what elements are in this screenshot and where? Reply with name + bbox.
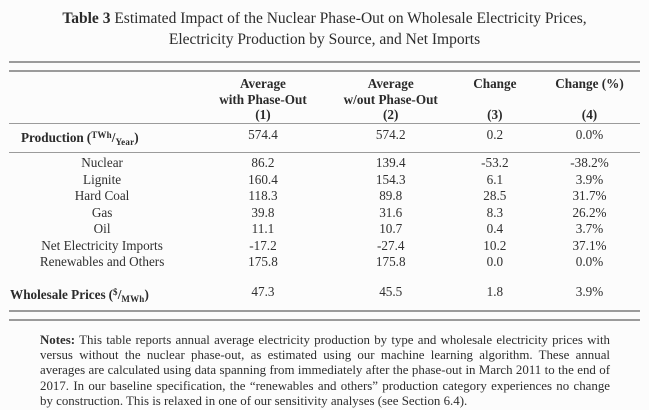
- header-col1-line1: Average: [240, 76, 286, 91]
- header-col1: Average with Phase-Out (1): [195, 72, 331, 123]
- cell: -17.2: [249, 237, 277, 253]
- cell: 37.1%: [572, 237, 607, 253]
- cell: 574.2: [375, 126, 406, 142]
- title-text-line1: Estimated Impact of the Nuclear Phase-Ou…: [114, 10, 587, 27]
- header-col2-num: (2): [383, 107, 399, 122]
- cell: 26.2%: [572, 204, 607, 220]
- cell: 574.4: [248, 126, 278, 142]
- header-col1-line2: with Phase-Out: [219, 91, 307, 107]
- table-row-production: Production (TWh/Year) 574.4 574.2 0.2 0.0…: [9, 123, 640, 153]
- header-col3-line2: [451, 92, 539, 108]
- row-unit: (TWh/Year): [86, 129, 139, 147]
- cell: 1.8: [486, 283, 504, 299]
- results-table: Average with Phase-Out (1) Average w/out…: [9, 72, 640, 310]
- title-text-line2: Electricity Production by Source, and Ne…: [168, 31, 481, 48]
- cell: 160.4: [248, 171, 278, 187]
- table-row-oil: Oil 11.1 10.7 0.4 3.7%: [9, 221, 640, 238]
- row-label: Gas: [91, 204, 113, 220]
- table-container: Average with Phase-Out (1) Average w/out…: [9, 61, 640, 321]
- header-col3-num: (3): [487, 107, 503, 122]
- cell: 39.8: [251, 204, 275, 220]
- header-col4-num: (4): [581, 107, 598, 122]
- cell: 89.8: [379, 188, 403, 203]
- table-row-lignite: Lignite 160.4 154.3 6.1 3.9%: [9, 172, 640, 189]
- cell: 10.2: [483, 237, 507, 253]
- header-col2-line2: w/out Phase-Out: [343, 91, 438, 107]
- cell: 3.9%: [575, 171, 604, 187]
- cell: 86.2: [251, 155, 275, 170]
- cell: -38.2%: [570, 155, 609, 170]
- cell: 175.8: [375, 254, 406, 269]
- table-row-gas: Gas 39.8 31.6 8.3 26.2%: [9, 205, 640, 222]
- row-label-text: Wholesale Prices: [10, 286, 106, 302]
- table-row-renewables: Renewables and Others 175.8 175.8 0.0 0.…: [9, 254, 640, 271]
- cell: -27.4: [376, 237, 405, 253]
- row-label: Nuclear: [81, 155, 123, 170]
- header-row: Average with Phase-Out (1) Average w/out…: [9, 72, 640, 123]
- row-label: Renewables and Others: [39, 254, 165, 269]
- cell: 118.3: [248, 188, 278, 203]
- table-row-wholesale-prices: Wholesale Prices ($/MWh) 47.3 45.5 1.8 3.…: [9, 284, 640, 311]
- row-label: Lignite: [83, 171, 122, 187]
- row-label: Hard Coal: [74, 188, 130, 203]
- header-col4-line2: [539, 92, 640, 108]
- cell: -53.2: [481, 155, 509, 170]
- bottom-double-rule: [9, 310, 640, 321]
- row-label-production: Production (TWh/Year): [9, 123, 195, 153]
- cell: 0.0%: [575, 254, 604, 269]
- cell: 6.1: [486, 171, 504, 187]
- header-col2: Average w/out Phase-Out (2): [331, 72, 451, 123]
- cell: 11.1: [251, 221, 275, 236]
- cell: 0.0: [486, 254, 504, 269]
- row-label-wholesale: Wholesale Prices ($/MWh): [9, 284, 195, 311]
- cell: 45.5: [379, 283, 403, 299]
- cell: 0.2: [486, 126, 504, 142]
- cell: 47.3: [251, 283, 275, 299]
- cell: 8.3: [486, 204, 504, 220]
- cell: 139.4: [375, 155, 406, 170]
- table-notes: Notes: This table reports annual average…: [40, 333, 610, 409]
- cell: 0.0%: [575, 126, 604, 142]
- cell: 0.4: [486, 221, 504, 236]
- table-title: Table 3 Estimated Impact of the Nuclear …: [0, 0, 649, 50]
- row-unit: ($/MWh): [108, 286, 149, 304]
- cell: 3.7%: [575, 221, 604, 236]
- table-row-nuclear: Nuclear 86.2 139.4 -53.2 -38.2%: [9, 153, 640, 172]
- table-row-net-imports: Net Electricity Imports -17.2 -27.4 10.2…: [9, 238, 640, 255]
- cell: 31.6: [379, 204, 403, 220]
- row-label-text: Production: [21, 129, 84, 145]
- row-label: Oil: [93, 221, 111, 236]
- header-col1-num: (1): [255, 107, 271, 122]
- cell: 154.3: [375, 171, 406, 187]
- table-title-line1: Table 3 Estimated Impact of the Nuclear …: [0, 8, 649, 29]
- header-col3: Change (3): [451, 72, 539, 123]
- header-col3-line1: Change: [473, 76, 517, 91]
- cell: 175.8: [248, 254, 278, 269]
- cell: 10.7: [379, 221, 403, 236]
- notes-label: Notes:: [40, 333, 76, 347]
- spacer-row: [9, 271, 640, 284]
- header-col2-line1: Average: [367, 76, 414, 91]
- cell: 28.5: [483, 188, 507, 203]
- header-col4: Change (%) (4): [539, 72, 640, 123]
- top-double-rule: [9, 61, 640, 72]
- header-col4-line1: Change (%): [555, 76, 624, 91]
- cell: 3.9%: [575, 283, 604, 299]
- header-empty: [9, 72, 195, 123]
- cell: 31.7%: [572, 188, 607, 203]
- table-number: Table 3: [62, 10, 111, 27]
- notes-text: This table reports annual average electr…: [40, 333, 610, 408]
- row-label: Net Electricity Imports: [41, 237, 163, 253]
- table-row-hard-coal: Hard Coal 118.3 89.8 28.5 31.7%: [9, 188, 640, 205]
